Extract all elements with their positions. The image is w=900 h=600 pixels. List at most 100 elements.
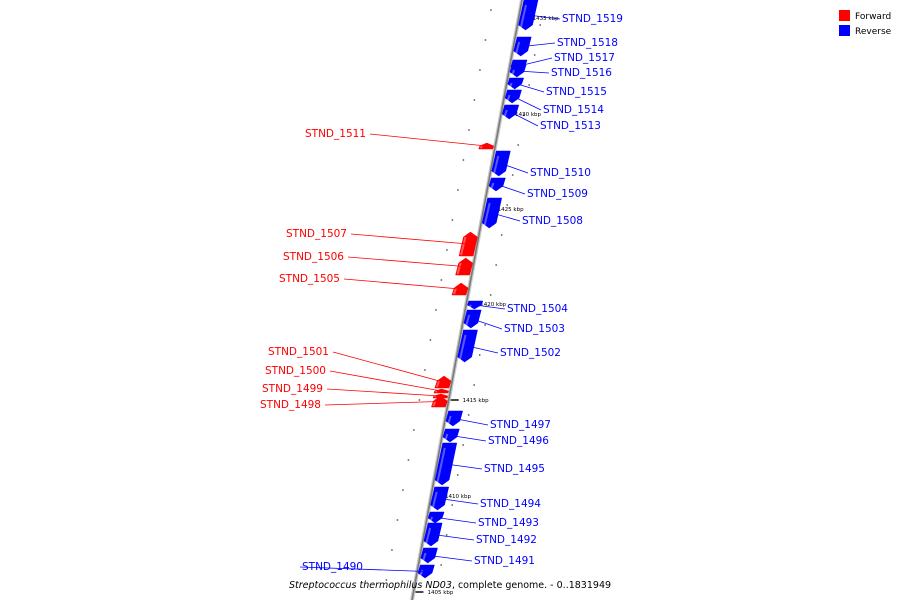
gene-label[interactable]: STND_1500 bbox=[265, 365, 326, 377]
gene-shade bbox=[429, 516, 434, 523]
kbp-tick-label: 1430 kbp bbox=[515, 112, 541, 118]
gene-leader-line bbox=[472, 318, 503, 330]
gene-leader-line bbox=[332, 351, 444, 383]
gene-shade bbox=[483, 202, 491, 228]
gene-leader-line bbox=[522, 42, 556, 47]
caption-rest: , complete genome. - 0..1831949 bbox=[452, 580, 611, 591]
gene-shade bbox=[435, 390, 438, 393]
legend: Forward Reverse bbox=[839, 10, 892, 37]
gene-label[interactable]: STND_1502 bbox=[500, 347, 561, 359]
gene-shade bbox=[492, 155, 500, 176]
gene-leader-line bbox=[324, 401, 440, 406]
gene-shade bbox=[444, 433, 449, 442]
gene-leader-line bbox=[436, 517, 477, 524]
gene-leader-line bbox=[475, 304, 506, 310]
minor-ticks bbox=[385, 9, 541, 581]
gene-leader-line bbox=[518, 57, 553, 67]
gene-label[interactable]: STND_1492 bbox=[476, 534, 537, 546]
backbone bbox=[410, 0, 524, 600]
gene-label[interactable]: STND_1501 bbox=[268, 346, 329, 358]
gene-label[interactable]: STND_1503 bbox=[504, 323, 565, 335]
legend-reverse-label: Reverse bbox=[855, 27, 892, 37]
gene-shade bbox=[468, 304, 472, 309]
gene-shade bbox=[514, 41, 521, 56]
gene-shade bbox=[479, 145, 483, 149]
gene-leader-line bbox=[299, 566, 427, 572]
gene-label[interactable]: STND_1513 bbox=[540, 120, 601, 132]
gene-leader-line bbox=[451, 435, 487, 442]
gene-leader-line bbox=[513, 96, 542, 111]
gene-labels: STND_1519 STND_1518 STND_1517 STND_1516 STND… bbox=[260, 13, 623, 573]
gene-shade bbox=[464, 314, 471, 328]
gene-leader-line bbox=[497, 184, 526, 195]
gene-label[interactable]: STND_1515 bbox=[546, 86, 607, 98]
gene-label[interactable]: STND_1491 bbox=[474, 555, 535, 567]
gene-label[interactable]: STND_1516 bbox=[551, 67, 612, 79]
gene-leader-line bbox=[515, 83, 545, 93]
gene-leader-line bbox=[467, 345, 499, 354]
gene-label[interactable]: STND_1510 bbox=[530, 167, 591, 179]
gene-shade bbox=[490, 182, 495, 191]
gene-shade bbox=[424, 527, 432, 546]
gene-leader-line bbox=[432, 534, 475, 541]
gene-leader-line bbox=[510, 111, 539, 127]
gene-label[interactable]: STND_1490 bbox=[302, 561, 363, 573]
gene-label[interactable]: STND_1511 bbox=[305, 128, 366, 140]
gene-label[interactable]: STND_1498 bbox=[260, 399, 321, 411]
gene-leader-line bbox=[445, 463, 483, 470]
gene-shade bbox=[446, 415, 452, 426]
gene-leader-line bbox=[491, 212, 521, 222]
gene-shade bbox=[436, 447, 446, 485]
gene-label[interactable]: STND_1494 bbox=[480, 498, 541, 510]
gene-arrow[interactable] bbox=[457, 329, 478, 363]
legend-forward-label: Forward bbox=[855, 12, 891, 22]
genome-caption: Streptococcus thermophilus ND03, complet… bbox=[289, 580, 611, 591]
gene-shade bbox=[434, 395, 437, 398]
kbp-tick-label: 1420 kbp bbox=[480, 302, 506, 308]
gene-leader-line bbox=[369, 133, 487, 147]
gene-label[interactable]: STND_1514 bbox=[543, 104, 604, 116]
gene-shade bbox=[421, 552, 427, 563]
gene-leader-line bbox=[329, 370, 442, 392]
gene-shade bbox=[508, 82, 513, 89]
gene-shade bbox=[519, 4, 527, 30]
kbp-tick-label: 1405 kbp bbox=[427, 590, 453, 596]
gene-leader-line bbox=[439, 498, 479, 505]
legend-forward-swatch bbox=[839, 10, 850, 21]
gene-leader-line bbox=[500, 163, 529, 174]
gene-shade bbox=[431, 491, 438, 510]
gene-label[interactable]: STND_1517 bbox=[554, 52, 615, 64]
gene-leader-line bbox=[429, 555, 473, 562]
gene-leader-line bbox=[326, 388, 441, 397]
genes bbox=[417, 0, 539, 579]
gene-shade bbox=[510, 69, 516, 77]
caption-organism: Streptococcus thermophilus ND03 bbox=[289, 580, 452, 591]
gene-label[interactable]: STND_1497 bbox=[490, 419, 551, 431]
gene-leader-line bbox=[517, 70, 550, 74]
gene-label[interactable]: STND_1508 bbox=[522, 215, 583, 227]
gene-label[interactable]: STND_1496 bbox=[488, 435, 549, 447]
gene-label[interactable]: STND_1509 bbox=[527, 188, 588, 200]
gene-shade bbox=[456, 262, 462, 275]
gene-label[interactable]: STND_1504 bbox=[507, 303, 568, 315]
kbp-tick-label: 1410 kbp bbox=[445, 494, 471, 500]
gene-label[interactable]: STND_1499 bbox=[262, 383, 323, 395]
gene-label[interactable]: STND_1507 bbox=[286, 228, 347, 240]
gene-leader-line bbox=[454, 418, 489, 426]
gene-shade bbox=[458, 334, 467, 362]
gene-shade bbox=[506, 94, 511, 103]
gene-label[interactable]: STND_1518 bbox=[557, 37, 618, 49]
legend-reverse-swatch bbox=[839, 25, 850, 36]
gene-leader-line bbox=[528, 14, 561, 20]
gene-label[interactable]: STND_1519 bbox=[562, 13, 623, 25]
kbp-tick-label: 1425 kbp bbox=[498, 207, 524, 213]
gene-label[interactable]: STND_1493 bbox=[478, 517, 539, 529]
gene-label[interactable]: STND_1505 bbox=[279, 273, 340, 285]
gene-label[interactable]: STND_1495 bbox=[484, 463, 545, 475]
gene-label[interactable]: STND_1506 bbox=[283, 251, 344, 263]
gene-shade bbox=[435, 380, 441, 388]
gene-leader-line bbox=[343, 278, 461, 290]
gene-leader-line bbox=[350, 233, 469, 245]
gene-shade bbox=[460, 236, 467, 256]
